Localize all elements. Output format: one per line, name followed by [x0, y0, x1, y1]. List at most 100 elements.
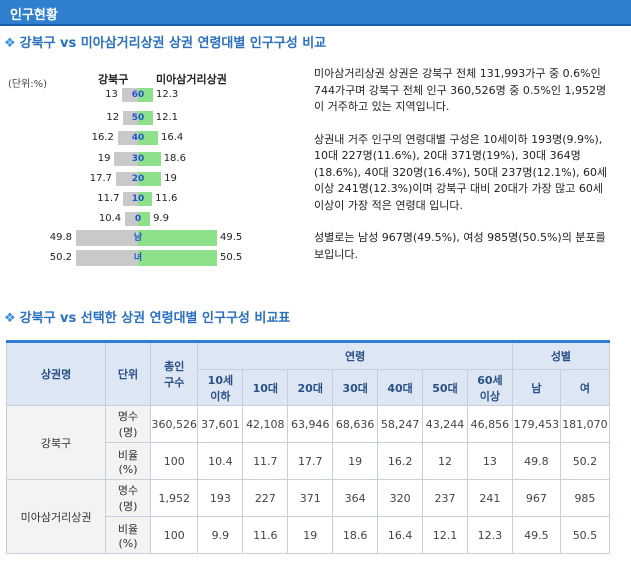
header-region: 상권명 — [5, 340, 107, 406]
header-age: 연령 — [197, 340, 513, 370]
ratio-cell: 10.4 — [197, 442, 244, 480]
bar-right-7 — [138, 230, 217, 246]
ratio-cell: 13 — [466, 442, 513, 480]
count-cell: 181,070 — [559, 405, 611, 443]
category-label-0: 60 — [131, 90, 145, 100]
category-label-8: 녀 — [133, 253, 143, 263]
bar-right-2 — [138, 131, 158, 145]
description-paragraph-1: 미아삼거리상권 상권은 강북구 전체 131,993가구 중 0.6%인 744… — [314, 67, 607, 113]
value-right-6: 9.9 — [153, 213, 169, 224]
ratio-cell: 100 — [149, 516, 199, 554]
ratio-cell: 100 — [149, 442, 199, 480]
ratio-cell: 49.8 — [511, 442, 561, 480]
legend-right: 미아삼거리상권 — [156, 73, 227, 86]
bar-right-5 — [138, 192, 153, 206]
value-right-0: 12.3 — [156, 89, 179, 100]
ratio-cell: 19 — [287, 516, 334, 554]
bar-right-0 — [138, 88, 153, 102]
bar-right-1 — [138, 111, 153, 125]
count-cell: 63,946 — [287, 405, 334, 443]
count-cell: 237 — [422, 479, 468, 517]
value-right-1: 12.1 — [155, 112, 179, 123]
table-row: 미아삼거리상권 명수 (명) 1,952 193 227 371 364 320 237 241 9… — [5, 479, 611, 554]
value-left-1: 12 — [106, 112, 120, 123]
table-header-row: 상권명 단위 총인 구수 연령 성별 — [5, 340, 611, 406]
count-cell: 179,453 — [511, 405, 561, 443]
bar-right-3 — [138, 152, 161, 166]
header-gender-0: 남 — [511, 369, 561, 406]
count-cell: 371 — [287, 479, 334, 517]
page-title: 인구현황 — [10, 8, 58, 23]
diamond-bullet-icon: ❖ — [4, 36, 16, 51]
header-gender: 성별 — [511, 340, 611, 370]
count-cell: 360,526 — [149, 405, 199, 443]
section-title-text: 강북구 vs 선택한 상권 연령대별 인구구성 비교표 — [19, 311, 291, 326]
diamond-bullet-icon: ❖ — [4, 311, 16, 326]
bar-right-8 — [138, 250, 217, 266]
bar-left-4 — [116, 172, 138, 186]
value-right-2: 16.4 — [161, 132, 184, 143]
unit-cell: 비율 (%) — [105, 516, 151, 554]
value-right-4: 19 — [164, 173, 177, 184]
value-left-0: 13 — [105, 89, 118, 100]
header-unit: 단위 — [105, 340, 151, 406]
count-cell: 1,952 — [149, 479, 199, 517]
bar-left-8 — [76, 250, 138, 266]
count-cell: 364 — [332, 479, 379, 517]
value-left-3: 19 — [97, 153, 111, 164]
header-age-0: 10세 이하 — [197, 369, 244, 406]
bar-right-6 — [138, 212, 151, 226]
value-right-5: 11.6 — [155, 193, 178, 204]
section-title-comparison: ❖ 강북구 vs 미아삼거리상권 상권 연령대별 인구구성 비교 — [4, 32, 326, 51]
bar-left-0 — [121, 88, 138, 102]
count-cell: 227 — [242, 479, 289, 517]
bar-left-6 — [125, 212, 138, 226]
header-age-3: 30대 — [332, 369, 379, 406]
header-age-2: 20대 — [287, 369, 334, 406]
unit-cell: 명수 (명) — [105, 405, 151, 443]
ratio-cell: 18.6 — [332, 516, 379, 554]
category-label-5: 10 — [131, 194, 145, 204]
count-cell: 37,601 — [197, 405, 244, 443]
header-age-6: 60세 이상 — [466, 369, 513, 406]
region-cell: 강북구 — [5, 405, 107, 480]
ratio-cell: 49.5 — [511, 516, 561, 554]
section-title-table: ❖ 강북구 vs 선택한 상권 연령대별 인구구성 비교표 — [4, 307, 290, 326]
table-subheader-row: 10세 이하 10대 20대 30대 40대 50대 60세 이상 남 여 — [7, 369, 611, 406]
count-cell: 43,244 — [422, 405, 468, 443]
category-label-7: 남 — [133, 233, 143, 243]
count-cell: 967 — [511, 479, 561, 517]
description-paragraph-3: 성별로는 남성 967명(49.5%), 여성 985명(50.5%)의 분포를… — [314, 231, 606, 261]
category-label-2: 40 — [131, 133, 145, 143]
bar-left-1 — [123, 111, 138, 125]
bar-left-7 — [76, 230, 138, 246]
ratio-cell: 16.4 — [377, 516, 424, 554]
header-age-1: 10대 — [242, 369, 289, 406]
value-left-8: 50.2 — [49, 252, 72, 263]
unit-cell: 명수 (명) — [105, 479, 151, 517]
ratio-cell: 12.3 — [466, 516, 513, 554]
ratio-cell: 11.6 — [242, 516, 289, 554]
ratio-cell: 11.7 — [242, 442, 289, 480]
value-left-7: 49.8 — [49, 232, 72, 243]
ratio-cell: 50.2 — [559, 442, 611, 480]
count-cell: 46,856 — [466, 405, 513, 443]
description: 미아삼거리상권 상권은 강북구 전체 131,993가구 중 0.6%인 744… — [314, 66, 616, 279]
value-right-3: 18.6 — [163, 153, 186, 164]
header-total: 총인 구수 — [149, 340, 199, 406]
ratio-cell: 12 — [422, 442, 468, 480]
category-label-4: 20 — [131, 174, 145, 184]
table-row: 비율 (%) 100 10.4 11.7 17.7 19 16.2 12 13 49.8 50.2 — [7, 442, 611, 480]
count-cell: 42,108 — [242, 405, 289, 443]
ratio-cell: 9.9 — [197, 516, 244, 554]
value-left-2: 16.2 — [91, 132, 114, 143]
count-cell: 68,636 — [332, 405, 379, 443]
description-paragraph-2: 상권내 거주 인구의 연령대별 구성은 10세이하 193명(9.9%), 10… — [314, 132, 608, 212]
table-row: 강북구 명수 (명) 360,526 37,601 42,108 63,946 68,636… — [5, 405, 611, 480]
ratio-cell: 50.5 — [559, 516, 611, 554]
ratio-cell: 16.2 — [377, 442, 424, 480]
bar-left-2 — [117, 131, 138, 145]
count-cell: 320 — [377, 479, 424, 517]
value-right-7: 49.5 — [220, 232, 243, 243]
table-row: 비율 (%) 100 9.9 11.6 19 18.6 16.4 12.1 12.3 49.5 50… — [7, 516, 611, 554]
